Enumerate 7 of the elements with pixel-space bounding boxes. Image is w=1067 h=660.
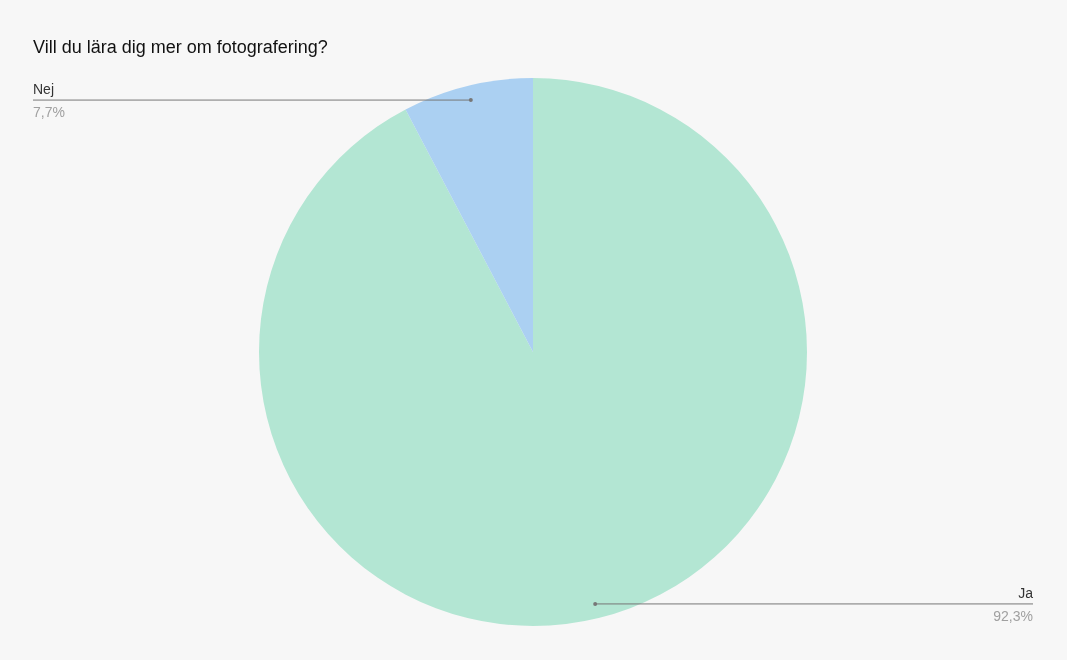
data-label: 92,3% xyxy=(993,607,1033,624)
pie-slice xyxy=(405,78,533,352)
chart-title: Vill du lära dig mer om fotografering? xyxy=(33,37,328,57)
slice-label: Nej xyxy=(33,81,55,98)
pie-slice xyxy=(259,78,807,626)
slice-label: Ja xyxy=(1018,584,1034,601)
data-label: 7,7% xyxy=(33,104,65,121)
